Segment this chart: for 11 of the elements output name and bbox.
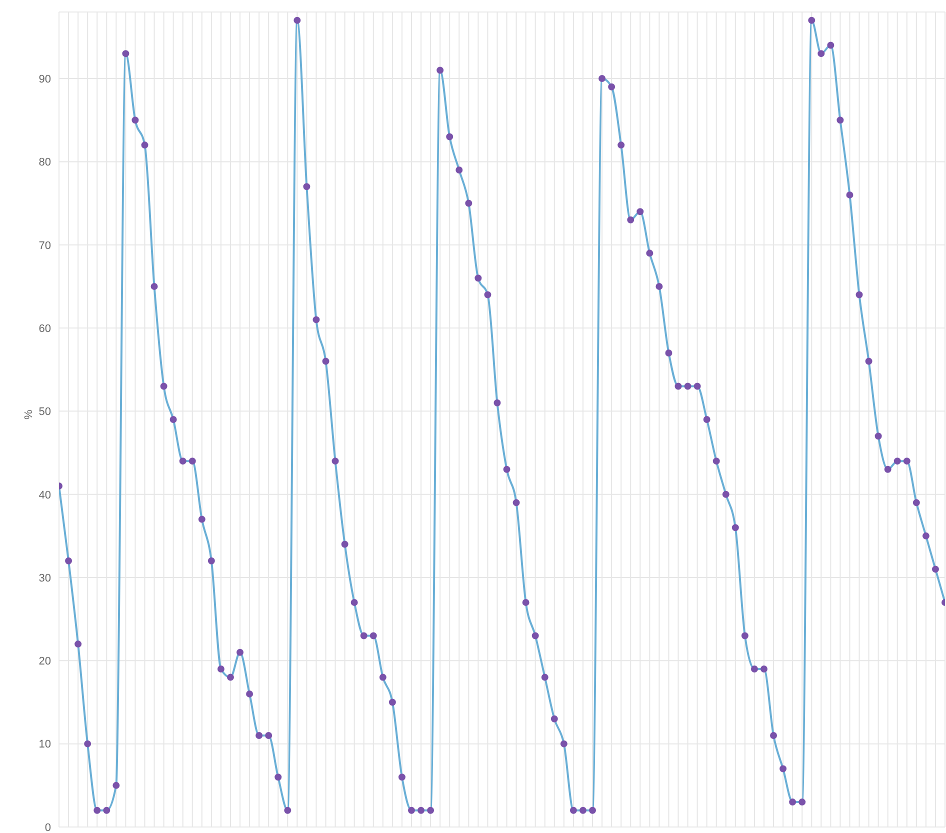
y-tick-label: 30 [38,572,51,584]
y-axis-title: % [22,410,35,420]
y-tick-label: 40 [38,489,51,502]
y-tick-label: 60 [38,322,51,335]
y-tick-label: 20 [38,656,51,668]
y-tick-label: 80 [38,156,51,169]
y-tick-label: 70 [38,240,51,252]
y-tick-label: 50 [38,406,51,418]
y-tick-label: 90 [38,73,51,86]
y-tick-label: 0 [44,822,51,833]
y-tick-label: 10 [38,738,51,751]
